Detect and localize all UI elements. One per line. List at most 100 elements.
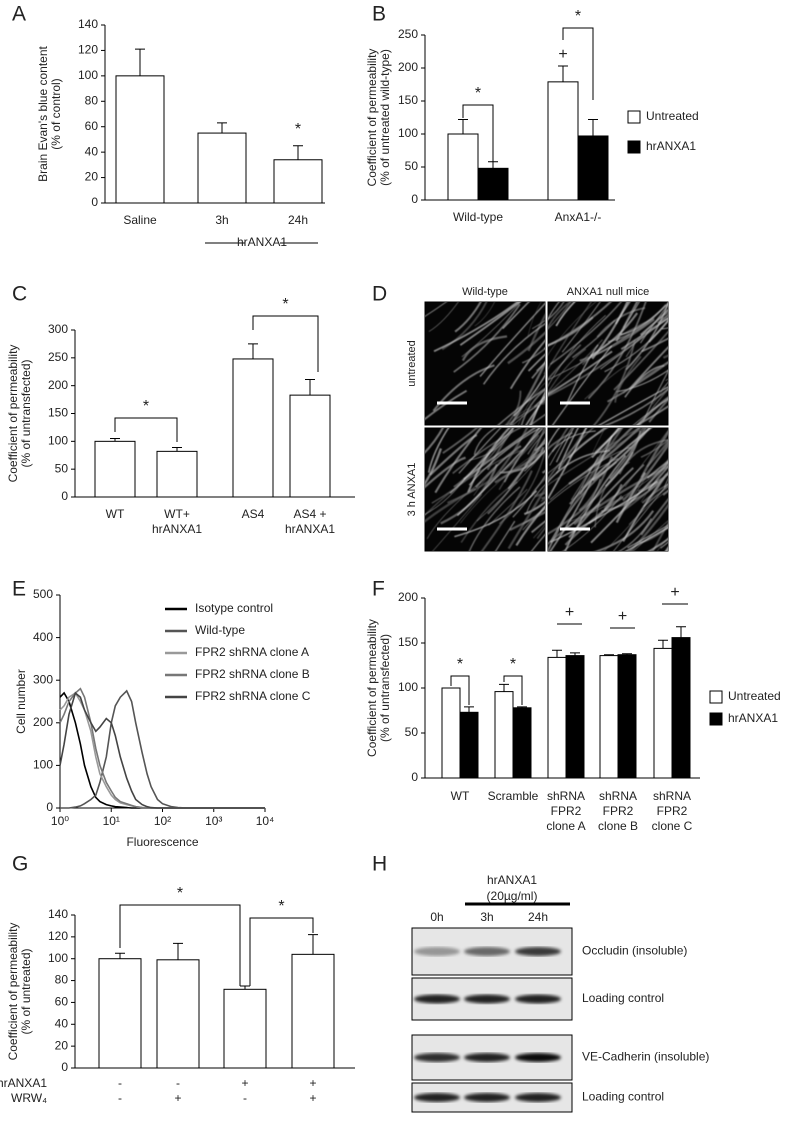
bar (653, 647, 673, 779)
fiber (624, 526, 668, 551)
fiber (425, 389, 468, 421)
fiber (591, 428, 621, 459)
lane-label: 3h (480, 910, 493, 924)
fiber (461, 335, 508, 362)
y-tick-label: 300 (33, 672, 53, 686)
fiber (590, 461, 668, 544)
x-tick-label: 10⁴ (256, 814, 275, 828)
x-tick-label: WT+ (164, 507, 190, 521)
fiber (463, 428, 537, 481)
error-bar (110, 438, 120, 442)
fiber (487, 428, 529, 486)
significance-bracket (119, 904, 241, 986)
y-tick-label: 0 (46, 800, 53, 814)
x-tick-label: FPR2 (551, 804, 582, 818)
fiber (593, 339, 636, 425)
fiber (504, 390, 522, 425)
y-axis-label: Cell number (14, 669, 28, 734)
micrograph-fibers (548, 428, 668, 551)
fiber (647, 538, 668, 551)
fiber (548, 302, 597, 356)
condition-sign: - (118, 1076, 122, 1090)
legend-label: FPR2 shRNA clone B (195, 667, 310, 681)
fiber (632, 520, 668, 551)
fiber (549, 302, 622, 365)
y-tick-label: 0 (411, 770, 418, 784)
y-tick-label: 120 (78, 43, 98, 57)
y-axis-label: Coefficient of permeability (6, 345, 20, 483)
significance-bracket (249, 917, 314, 986)
y-tick-label: 0 (411, 192, 418, 206)
fiber (548, 428, 560, 447)
band (414, 947, 460, 956)
bar (447, 133, 479, 201)
fiber (646, 460, 668, 479)
band (414, 1053, 460, 1062)
bar (617, 654, 637, 779)
fiber (604, 388, 668, 425)
fiber (548, 428, 594, 480)
fiber (434, 428, 483, 494)
condition-sign: + (241, 1076, 248, 1090)
significance-mark: * (295, 121, 301, 138)
fiber (662, 489, 668, 496)
fiber (609, 428, 647, 480)
panel-letter: E (12, 578, 26, 601)
x-axis-label: Fluorescence (126, 835, 198, 849)
x-tick-label: FPR2 (657, 804, 688, 818)
error-bar (217, 122, 227, 134)
fiber (480, 470, 533, 551)
legend-label: FPR2 shRNA clone C (195, 689, 311, 703)
fiber (616, 369, 668, 393)
fiber (628, 503, 668, 551)
fiber (531, 477, 545, 495)
error-bar (293, 145, 303, 160)
y-tick-label: 50 (55, 461, 69, 475)
histogram-line (59, 687, 265, 809)
band (464, 1053, 510, 1062)
fiber (548, 344, 582, 381)
fiber (661, 381, 668, 390)
fiber (512, 474, 545, 518)
y-axis-label: Coefficient of permeability (6, 923, 20, 1061)
fiber (648, 398, 668, 423)
fiber (527, 353, 545, 372)
condition-sign: + (309, 1076, 316, 1090)
fiber (487, 428, 545, 515)
x-tick-label: shRNA (653, 789, 691, 803)
fiber (562, 495, 622, 551)
y-tick-label: 150 (48, 406, 68, 420)
fiber (548, 428, 605, 474)
error-bar (248, 343, 258, 359)
y-axis-label: Brain Evan's blue content (36, 45, 50, 181)
bar (223, 988, 267, 1069)
bar (98, 958, 142, 1069)
fiber (454, 490, 538, 538)
fiber (429, 433, 478, 476)
y-tick-label: 150 (398, 635, 418, 649)
fiber (614, 355, 642, 403)
significance-mark: * (510, 656, 516, 673)
fiber (425, 456, 466, 489)
x-tick-label: 10⁰ (51, 814, 69, 828)
y-axis-label: (% of untreated wild-type) (378, 49, 392, 186)
y-tick-label: 60 (85, 119, 99, 133)
column-label: Wild-type (462, 286, 508, 298)
fiber (536, 526, 545, 540)
band (464, 947, 510, 956)
x-tick-label: AS4 (242, 507, 265, 521)
fiber (622, 361, 668, 394)
group-label: hrANXA1 (237, 235, 287, 249)
error-bar (517, 706, 527, 708)
fiber (454, 302, 482, 333)
error-bar (552, 649, 562, 658)
fiber (548, 461, 617, 551)
significance-mark: * (143, 398, 149, 415)
fiber (664, 545, 668, 551)
legend-label: Wild-type (195, 623, 245, 637)
y-tick-label: 0 (61, 489, 68, 503)
fiber (506, 401, 545, 425)
fiber (625, 312, 668, 358)
panel-letter: F (372, 578, 385, 601)
bar (565, 655, 585, 779)
